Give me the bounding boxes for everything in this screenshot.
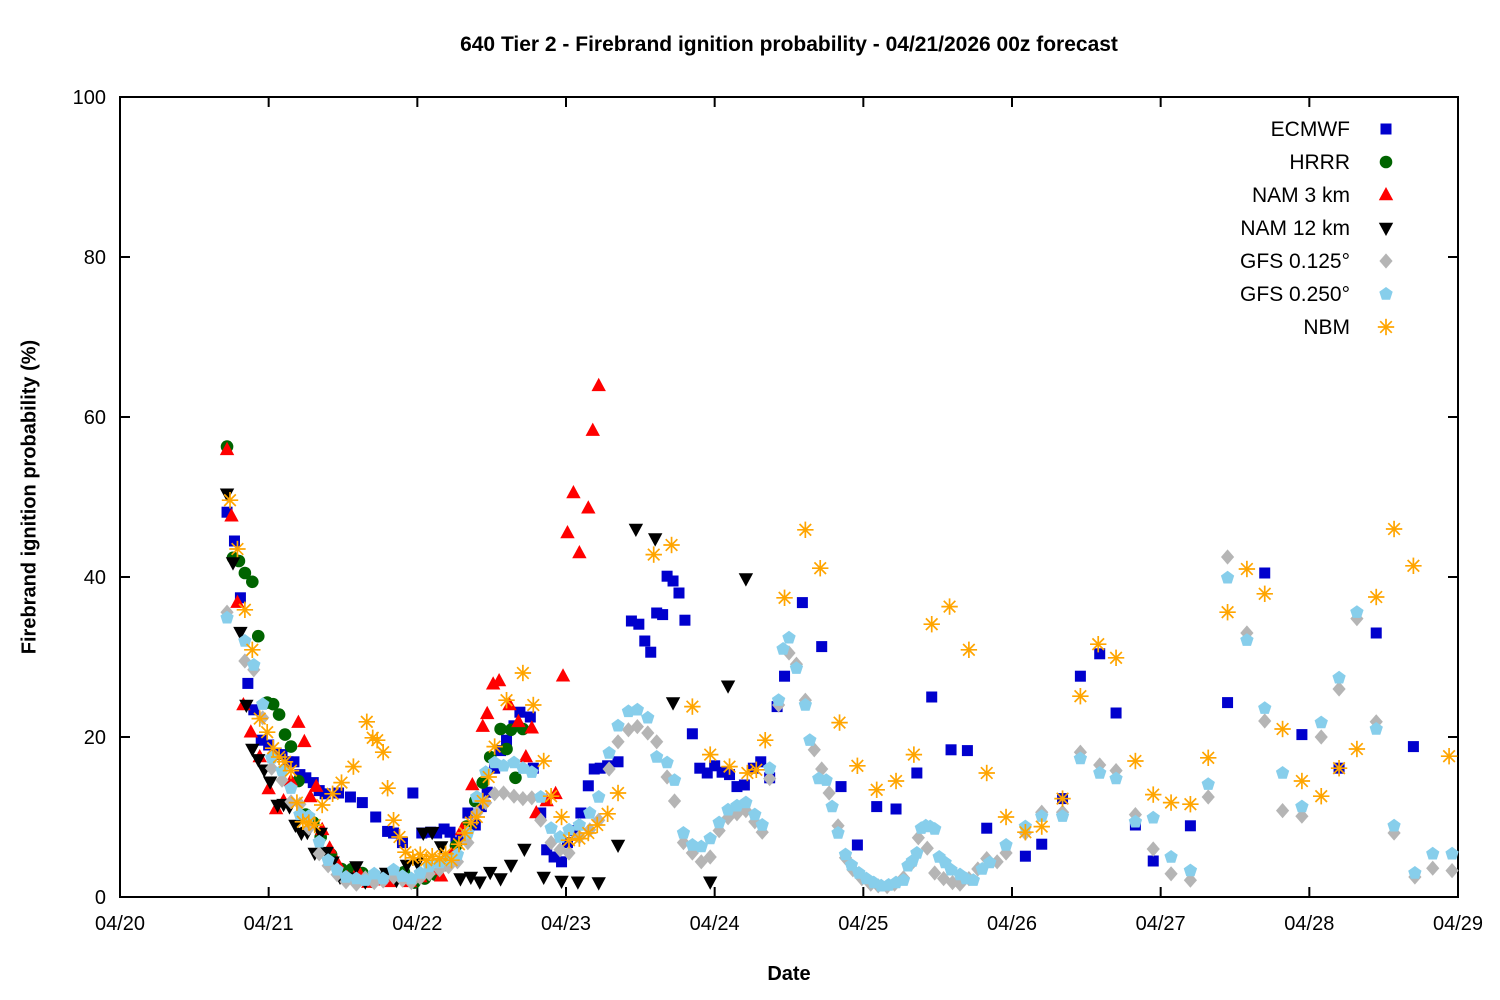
legend-marker-square <box>1380 123 1392 135</box>
x-tick-label: 04/27 <box>1136 913 1186 935</box>
legend-marker-triangle-down <box>1378 222 1394 236</box>
axis-ticks <box>119 96 1459 898</box>
legend-item-ecmwf: ECMWF <box>1271 118 1392 141</box>
series-gfs-0-125 <box>220 549 1459 895</box>
x-axis-label: Date <box>767 963 811 985</box>
y-tick-label: 80 <box>84 247 106 269</box>
legend-marker-pentagon <box>1379 287 1393 300</box>
legend-label: NAM 12 km <box>1240 217 1350 240</box>
y-tick-label: 40 <box>84 567 106 589</box>
x-tick-label: 04/28 <box>1284 913 1334 935</box>
y-tick-label: 20 <box>84 727 106 749</box>
x-tick-label: 04/23 <box>541 913 591 935</box>
series-nbm <box>221 492 1458 869</box>
legend-label: ECMWF <box>1271 118 1350 141</box>
x-tick-label: 04/22 <box>392 913 442 935</box>
y-tick-label: 60 <box>84 407 106 429</box>
legend-item-nam-3-km: NAM 3 km <box>1252 184 1394 207</box>
legend-label: GFS 0.250° <box>1240 283 1350 306</box>
x-tick-label: 04/24 <box>690 913 740 935</box>
y-tick-label: 0 <box>95 887 106 909</box>
x-tick-label: 04/26 <box>987 913 1037 935</box>
legend-marker-triangle-up <box>1378 187 1394 201</box>
x-tick-label: 04/21 <box>244 913 294 935</box>
legend-label: NAM 3 km <box>1252 184 1350 207</box>
legend-label: GFS 0.125° <box>1240 250 1350 273</box>
legend-item-nam-12-km: NAM 12 km <box>1240 217 1394 240</box>
axis-border <box>119 96 1459 898</box>
legend-marker-asterisk <box>1377 318 1395 336</box>
y-tick-label: 100 <box>73 87 106 109</box>
legend-item-nbm: NBM <box>1303 316 1395 339</box>
x-tick-label: 04/25 <box>838 913 888 935</box>
legend-item-gfs-0-250: GFS 0.250° <box>1240 283 1393 306</box>
legend-item-gfs-0-125: GFS 0.125° <box>1240 250 1393 273</box>
legend: ECMWF HRRR NAM 3 km NAM 12 km GFS 0.125° GFS … <box>1240 118 1395 339</box>
series-gfs-0-250 <box>220 570 1459 892</box>
x-tick-label: 04/29 <box>1433 913 1483 935</box>
legend-label: NBM <box>1303 316 1350 339</box>
legend-marker-diamond <box>1379 253 1393 269</box>
chart-title: 640 Tier 2 - Firebrand ignition probabil… <box>460 33 1118 56</box>
legend-item-hrrr: HRRR <box>1289 151 1393 174</box>
x-tick-label: 04/20 <box>95 913 145 935</box>
series-nam-12-km <box>219 488 754 891</box>
legend-label: HRRR <box>1289 151 1350 174</box>
legend-marker-circle <box>1379 155 1393 169</box>
